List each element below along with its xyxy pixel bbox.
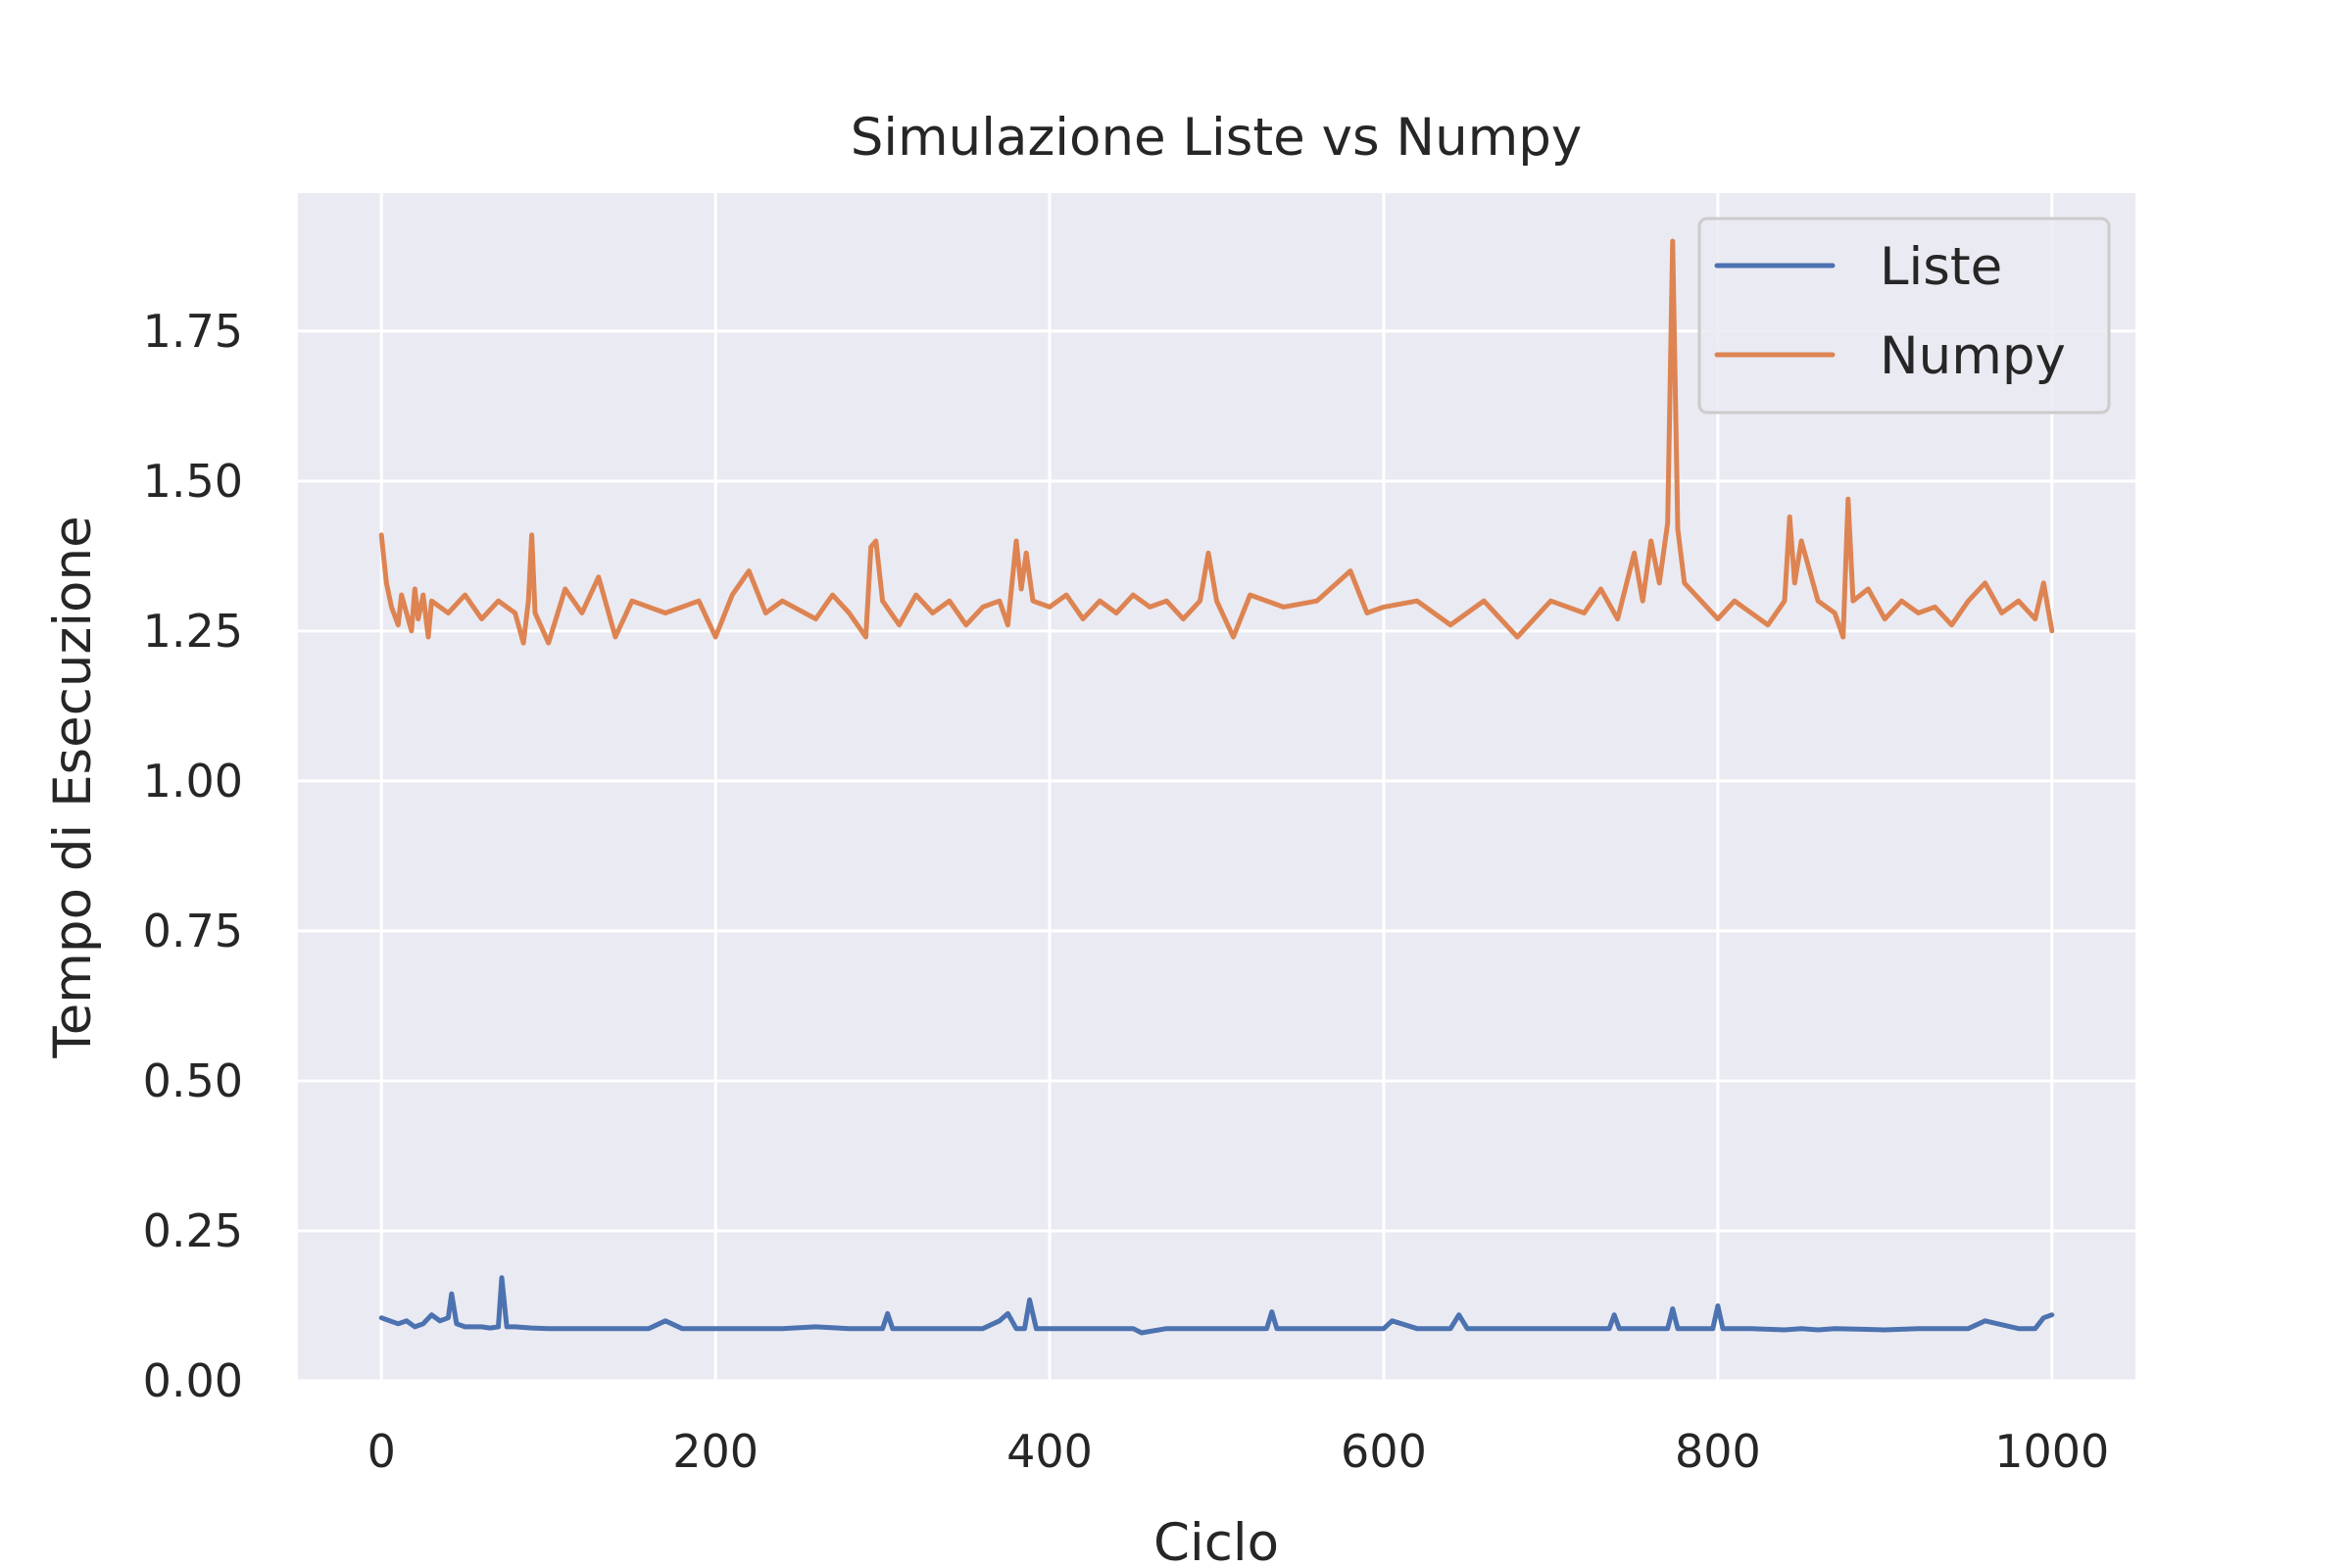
y-tick-labels: 0.00 0.25 0.50 0.75 1.00 1.25 1.50 1.75 [143,305,243,1407]
x-tick-label: 1000 [1994,1425,2109,1478]
grid [298,193,2135,1383]
series-line-numpy [378,238,2055,646]
y-tick-label: 0.75 [143,905,243,957]
y-tick-label: 1.75 [143,305,243,358]
legend: Liste Numpy [1697,217,2111,415]
y-tick-label: 1.50 [143,455,243,508]
x-axis-label: Ciclo [1153,1513,1279,1568]
x-tick-labels: 0 200 400 600 800 1000 [368,1425,2110,1478]
legend-label-liste: Liste [1880,237,2002,297]
y-axis-label: Tempo di Esecuzione [43,515,103,1058]
x-tick-label: 800 [1675,1425,1761,1478]
series-lines [378,238,2055,1336]
x-tick-label: 0 [368,1425,396,1478]
series-line-liste [378,1275,2055,1336]
x-tick-label: 400 [1006,1425,1093,1478]
y-tick-label: 0.00 [143,1354,243,1407]
x-tick-label: 600 [1341,1425,1427,1478]
chart-title: Simulazione Liste vs Numpy [851,108,1583,168]
y-tick-label: 0.25 [143,1204,243,1257]
y-tick-label: 0.50 [143,1054,243,1107]
legend-label-numpy: Numpy [1880,326,2066,386]
y-tick-label: 1.25 [143,605,243,658]
y-tick-label: 1.00 [143,755,243,808]
x-tick-label: 200 [672,1425,759,1478]
